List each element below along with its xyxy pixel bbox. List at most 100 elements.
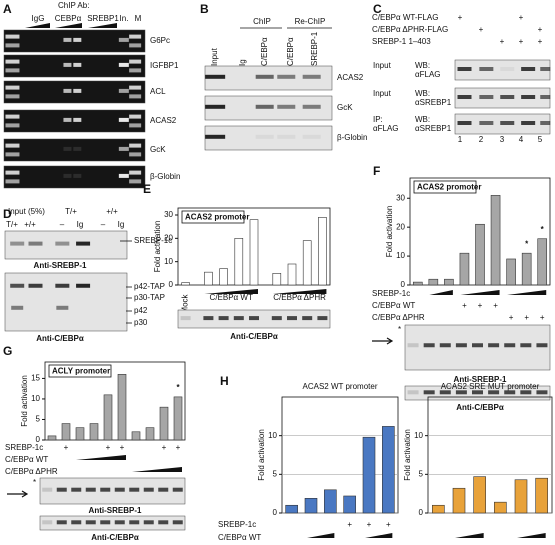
gel-band (407, 390, 419, 395)
gel-band (76, 241, 91, 246)
y-tick-label: 0 (401, 280, 406, 289)
bar (428, 278, 439, 286)
y-tick-label: 5 (273, 469, 278, 478)
bar (473, 476, 486, 514)
bar (302, 240, 312, 286)
gel-band (488, 390, 500, 395)
row-label: β-Globin (337, 133, 367, 142)
gel-band (5, 68, 20, 73)
gel-band (5, 170, 20, 175)
condition-label: C/EBPα ΔPHR-FLAG (372, 25, 448, 34)
chart-title: ACAS2 promoter (185, 213, 249, 222)
bar (362, 436, 376, 514)
panel-label: G (3, 344, 12, 358)
gel-band (28, 283, 43, 288)
y-tick-label: 0 (273, 508, 278, 517)
bar (181, 282, 190, 286)
gel-band (114, 520, 125, 525)
gel-band (536, 343, 548, 348)
gel-band (205, 134, 226, 139)
significance-star: * (541, 225, 545, 234)
antibody-label: Anti-C/EBPα (36, 334, 84, 343)
lane-number: 3 (500, 135, 505, 144)
gel-band (114, 487, 125, 492)
bar (494, 501, 507, 514)
gel-band (287, 316, 297, 321)
gel-band (5, 59, 20, 64)
gel-band (10, 241, 25, 246)
gel-band (129, 487, 140, 492)
gel-band (455, 390, 467, 395)
bar (249, 219, 259, 286)
column-label: In. (120, 14, 129, 23)
column-label: C/EBPα (286, 37, 295, 66)
condition-label: C/EBPα ΔPHR (372, 313, 425, 322)
sign: + (120, 443, 125, 452)
y-tick-label: 10 (414, 431, 423, 440)
gel-band (479, 95, 494, 99)
sign: + (500, 37, 505, 46)
bar (459, 252, 470, 286)
group-label: Mock (181, 293, 190, 313)
condition-label: C/EBPα WT (218, 533, 261, 542)
gel-band (158, 520, 169, 525)
plot-frame (44, 361, 186, 441)
title-box (413, 180, 477, 194)
gel-band (203, 316, 214, 321)
y-tick-label: 20 (164, 233, 173, 242)
gel-band (129, 59, 142, 64)
gel-band (5, 114, 20, 119)
wedge (460, 290, 500, 295)
gel-band (55, 241, 70, 246)
wedge (455, 533, 484, 538)
gel-band (277, 74, 296, 79)
condition-label: C/EBPα WT (372, 301, 415, 310)
blot-star: * (398, 325, 401, 334)
gel-band (71, 520, 82, 525)
y-tick-label: 0 (169, 280, 174, 289)
gel-band (472, 390, 483, 395)
gel-band (63, 117, 72, 122)
sign: + (524, 313, 529, 322)
wedge (132, 467, 182, 472)
y-axis-label: Fold activation (20, 375, 29, 427)
gel-band (180, 316, 191, 321)
condition-label: C/EBPα ΔPHR (5, 467, 58, 476)
lane-number: 2 (479, 135, 484, 144)
gel-band (100, 487, 111, 492)
gel (3, 138, 146, 162)
band-label: p42 (134, 306, 148, 315)
gel-band (56, 487, 67, 492)
group-label: C/EBPα ΔPHR (273, 293, 326, 302)
gel-band (302, 104, 321, 109)
gel-band (42, 520, 53, 525)
y-axis-label: Fold activation (385, 206, 394, 258)
gel-band (118, 37, 129, 42)
bar (490, 195, 501, 286)
y-axis-label: Fold activation (257, 429, 266, 481)
blot-label: IP: (373, 115, 383, 124)
bar (444, 278, 454, 286)
gel-band (255, 104, 274, 109)
condition-label: SREBP-1c (372, 289, 410, 298)
blot-label: αFLAG (415, 70, 441, 79)
panel-label: E (143, 182, 151, 196)
gel-band (479, 67, 494, 71)
column-label: IgG (32, 14, 45, 23)
gel-band (5, 143, 20, 148)
column-label: Ig (238, 59, 247, 66)
band-label: p42-TAP (134, 282, 165, 291)
chart-title: ACLY promoter (52, 367, 110, 376)
y-axis-label: Fold activation (403, 429, 412, 481)
panel-label: H (220, 374, 229, 388)
gel-band (255, 134, 274, 139)
panel-label: B (200, 2, 209, 16)
gel-band (457, 121, 472, 125)
bar (287, 263, 297, 286)
gel-band (73, 146, 82, 151)
condition-label: SREBP-1c (218, 520, 256, 529)
lane-label: T/+ (6, 220, 18, 229)
column-label: SREBP1 (87, 14, 119, 23)
lane-number: 4 (519, 135, 524, 144)
gel-band (302, 316, 313, 321)
